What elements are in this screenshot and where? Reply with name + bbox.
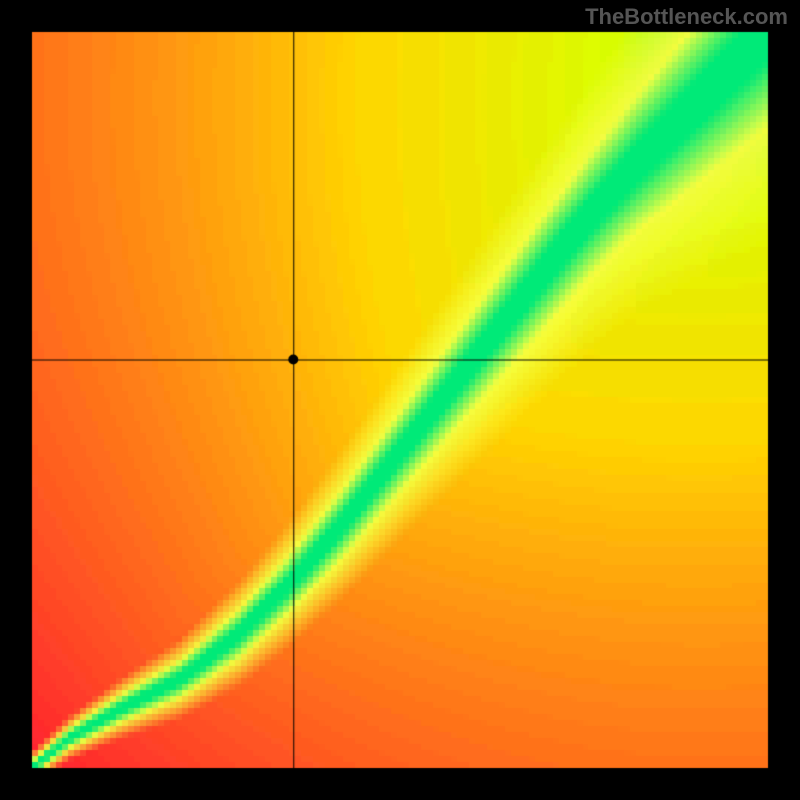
- bottleneck-heatmap: [0, 0, 800, 800]
- chart-container: TheBottleneck.com: [0, 0, 800, 800]
- watermark-text: TheBottleneck.com: [585, 4, 788, 30]
